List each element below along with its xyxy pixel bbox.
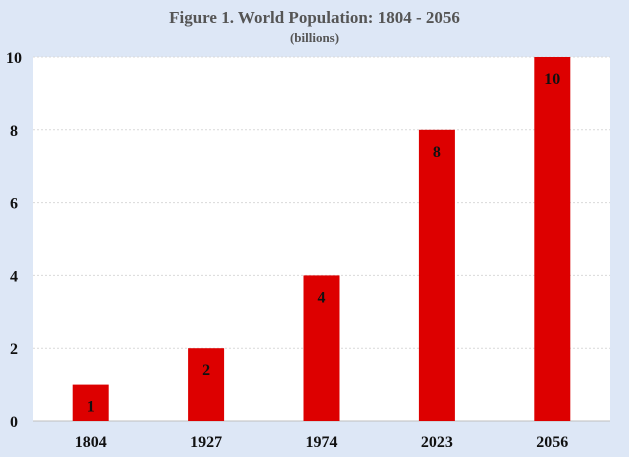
y-tick-label-2: 2 — [10, 341, 18, 358]
data-label-1804: 1 — [87, 399, 95, 416]
x-tick-label-1974: 1974 — [306, 434, 338, 451]
data-label-1974: 4 — [318, 289, 326, 306]
y-tick-label-8: 8 — [10, 123, 18, 140]
x-tick-label-1804: 1804 — [75, 434, 107, 451]
bar-1974 — [303, 275, 340, 421]
data-label-1927: 2 — [202, 362, 210, 379]
chart-title: Figure 1. World Population: 1804 - 2056 — [169, 8, 460, 27]
y-tick-label-0: 0 — [10, 414, 18, 431]
x-tick-label-2023: 2023 — [421, 434, 453, 451]
y-tick-label-4: 4 — [10, 268, 18, 285]
bar-1804 — [72, 384, 109, 421]
data-label-2056: 10 — [544, 71, 560, 88]
bar-2023 — [418, 129, 455, 422]
x-tick-label-1927: 1927 — [190, 434, 222, 451]
bar-1927 — [188, 348, 225, 421]
x-tick-label-2056: 2056 — [536, 434, 568, 451]
chart-subtitle: (billions) — [289, 30, 340, 45]
bar-2056 — [534, 57, 571, 421]
y-tick-label-10: 10 — [6, 50, 22, 67]
data-label-2023: 8 — [433, 144, 441, 161]
y-tick-label-6: 6 — [10, 196, 18, 213]
